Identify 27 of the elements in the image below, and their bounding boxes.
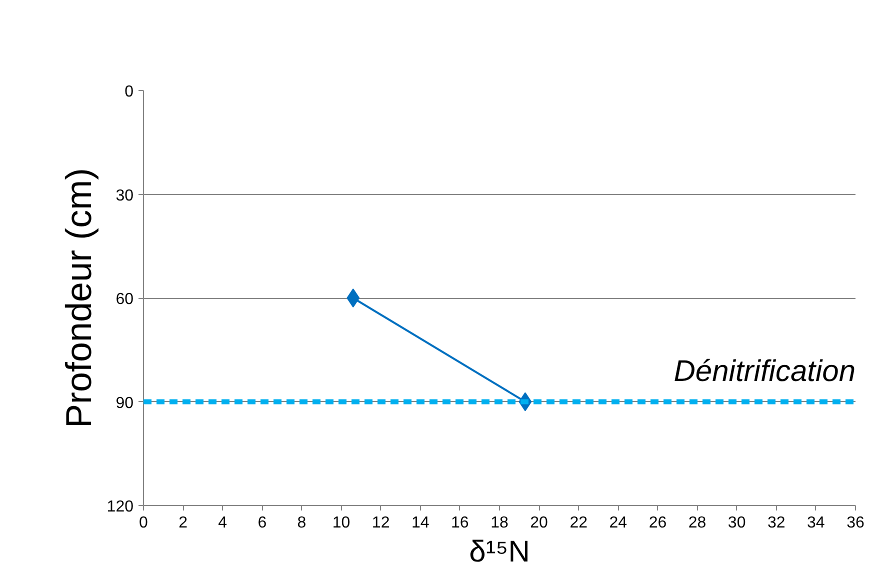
x-tick-label: 0	[139, 514, 148, 532]
x-tick-label: 12	[372, 514, 390, 532]
x-tick-label: 8	[297, 514, 306, 532]
x-tick-label: 32	[767, 514, 786, 532]
x-tick-label: 22	[570, 514, 588, 532]
x-tick-label: 4	[218, 514, 228, 532]
x-tick-label: 34	[807, 514, 825, 532]
x-tick-label: 16	[451, 514, 469, 532]
x-tick-label: 28	[688, 514, 706, 532]
x-tick-label: 26	[648, 514, 667, 532]
x-tick-label: 6	[258, 514, 267, 532]
y-tick-label: 90	[116, 394, 134, 412]
x-tick-label: 18	[490, 514, 508, 532]
y-tick-label: 0	[124, 84, 134, 100]
x-tick-label: 30	[728, 514, 746, 532]
y-axis-title: Profondeur (cm)	[58, 168, 99, 428]
y-tick-label: 120	[106, 498, 134, 516]
x-tick-label: 24	[609, 514, 628, 532]
x-tick-label: 20	[530, 514, 548, 532]
x-tick-label: 2	[178, 514, 188, 532]
y-tick-label: 60	[116, 291, 134, 308]
ref-line-label: Dénitrification	[674, 354, 856, 388]
x-tick-label: 14	[411, 514, 430, 532]
x-axis-title: δ¹⁵N	[469, 536, 530, 568]
x-tick-label: 36	[846, 514, 864, 532]
y-tick-label: 30	[116, 187, 134, 204]
x-tick-label: 10	[332, 514, 350, 532]
